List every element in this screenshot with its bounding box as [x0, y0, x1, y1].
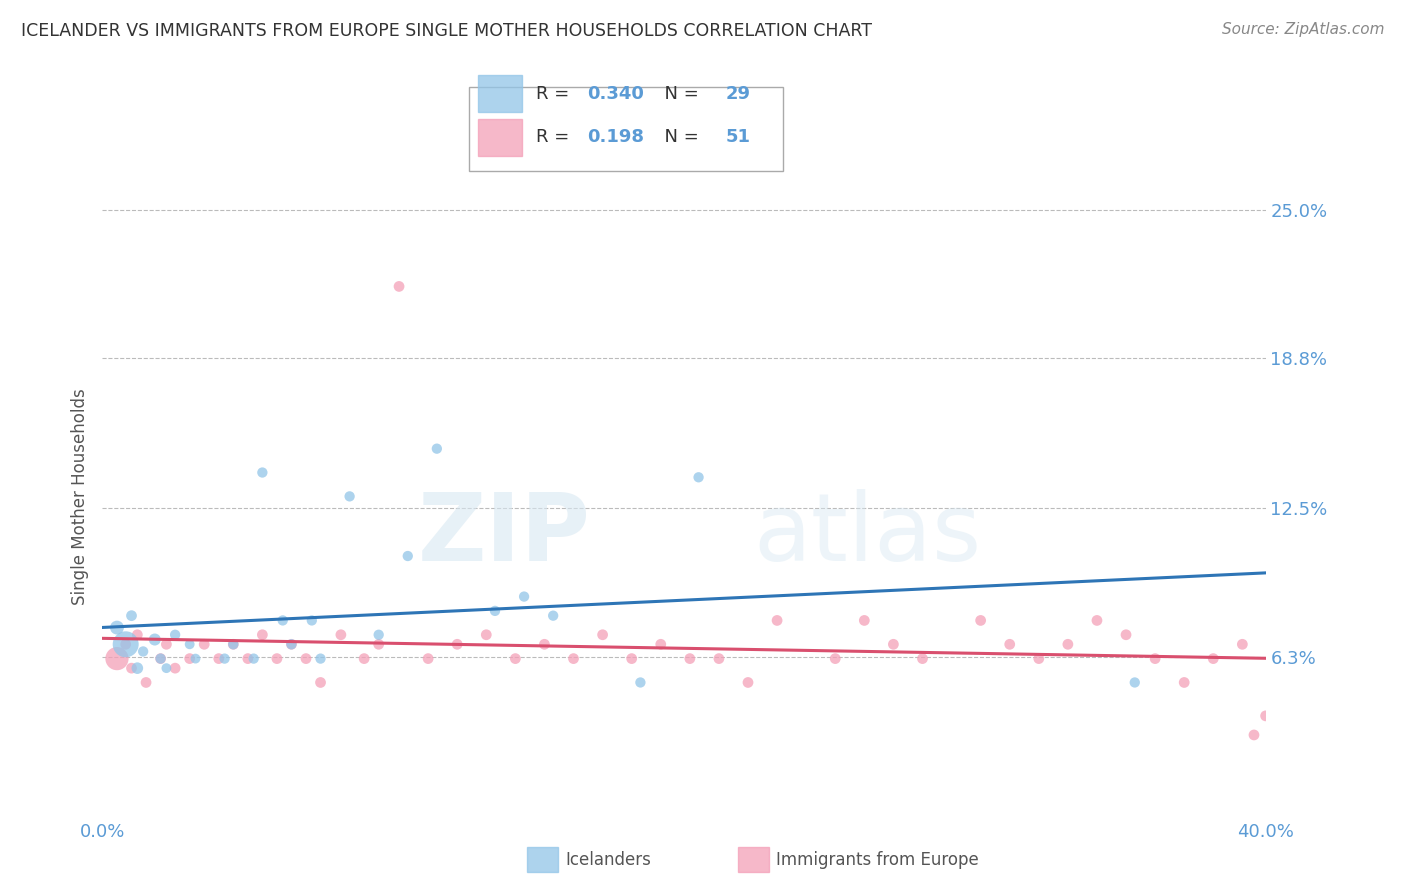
Point: [1243, 728, 1265, 742]
Point: [426, 442, 449, 456]
Point: [1057, 637, 1080, 651]
Point: [155, 637, 177, 651]
Point: [252, 466, 274, 480]
Point: [1144, 651, 1167, 665]
Point: [475, 628, 498, 642]
Point: [737, 675, 759, 690]
Point: [339, 489, 361, 503]
Point: [222, 637, 245, 651]
Point: [155, 661, 177, 675]
Point: [193, 637, 215, 651]
Text: N =: N =: [652, 85, 704, 103]
Point: [301, 614, 323, 628]
Point: [208, 651, 231, 665]
Bar: [478, 75, 523, 112]
Point: [280, 637, 302, 651]
Point: [165, 661, 187, 675]
Point: [127, 628, 149, 642]
Point: [766, 614, 789, 628]
Bar: [478, 119, 523, 156]
Point: [252, 628, 274, 642]
Point: [114, 637, 136, 651]
Point: [446, 637, 468, 651]
Text: Icelanders: Icelanders: [565, 851, 651, 869]
Point: [679, 651, 702, 665]
Point: [309, 675, 332, 690]
Point: [280, 637, 302, 651]
Point: [149, 651, 172, 665]
Text: atlas: atlas: [754, 489, 981, 581]
Y-axis label: Single Mother Households: Single Mother Households: [72, 388, 89, 605]
FancyBboxPatch shape: [468, 87, 783, 171]
Point: [998, 637, 1021, 651]
Text: R =: R =: [536, 85, 575, 103]
Point: [329, 628, 352, 642]
Text: ICELANDER VS IMMIGRANTS FROM EUROPE SINGLE MOTHER HOUSEHOLDS CORRELATION CHART: ICELANDER VS IMMIGRANTS FROM EUROPE SING…: [21, 22, 872, 40]
Point: [165, 628, 187, 642]
Point: [396, 549, 419, 563]
Point: [127, 661, 149, 675]
Point: [295, 651, 318, 665]
Point: [214, 651, 236, 665]
Text: 51: 51: [725, 128, 751, 146]
Point: [592, 628, 614, 642]
Point: [105, 651, 128, 665]
Point: [824, 651, 846, 665]
Point: [266, 651, 288, 665]
Point: [222, 637, 245, 651]
Text: 0.340: 0.340: [588, 85, 644, 103]
Point: [1202, 651, 1225, 665]
Point: [184, 651, 207, 665]
Point: [1123, 675, 1146, 690]
Point: [114, 637, 136, 651]
Text: R =: R =: [536, 128, 575, 146]
Point: [969, 614, 991, 628]
Point: [135, 675, 157, 690]
Point: [562, 651, 585, 665]
Point: [541, 608, 564, 623]
Point: [367, 637, 389, 651]
Text: 0.198: 0.198: [588, 128, 644, 146]
Point: [620, 651, 643, 665]
Point: [911, 651, 934, 665]
Text: Source: ZipAtlas.com: Source: ZipAtlas.com: [1222, 22, 1385, 37]
Point: [1232, 637, 1254, 651]
Point: [1115, 628, 1137, 642]
Point: [179, 651, 201, 665]
Point: [1085, 614, 1108, 628]
Point: [271, 614, 294, 628]
Point: [1028, 651, 1050, 665]
Point: [1254, 709, 1277, 723]
Point: [242, 651, 264, 665]
Point: [484, 604, 506, 618]
Point: [149, 651, 172, 665]
Point: [650, 637, 672, 651]
Point: [143, 632, 166, 647]
Point: [121, 661, 143, 675]
Point: [513, 590, 536, 604]
Point: [505, 651, 527, 665]
Point: [628, 675, 651, 690]
Point: [388, 279, 411, 293]
Text: ZIP: ZIP: [418, 489, 591, 581]
Text: 29: 29: [725, 85, 751, 103]
Point: [707, 651, 730, 665]
Point: [688, 470, 710, 484]
Point: [132, 644, 155, 658]
Point: [236, 651, 259, 665]
Point: [533, 637, 555, 651]
Text: N =: N =: [652, 128, 704, 146]
Point: [853, 614, 876, 628]
Point: [353, 651, 375, 665]
Point: [367, 628, 389, 642]
Point: [309, 651, 332, 665]
Point: [882, 637, 904, 651]
Point: [416, 651, 439, 665]
Point: [179, 637, 201, 651]
Text: Immigrants from Europe: Immigrants from Europe: [776, 851, 979, 869]
Point: [121, 608, 143, 623]
Point: [105, 621, 128, 635]
Point: [1173, 675, 1195, 690]
